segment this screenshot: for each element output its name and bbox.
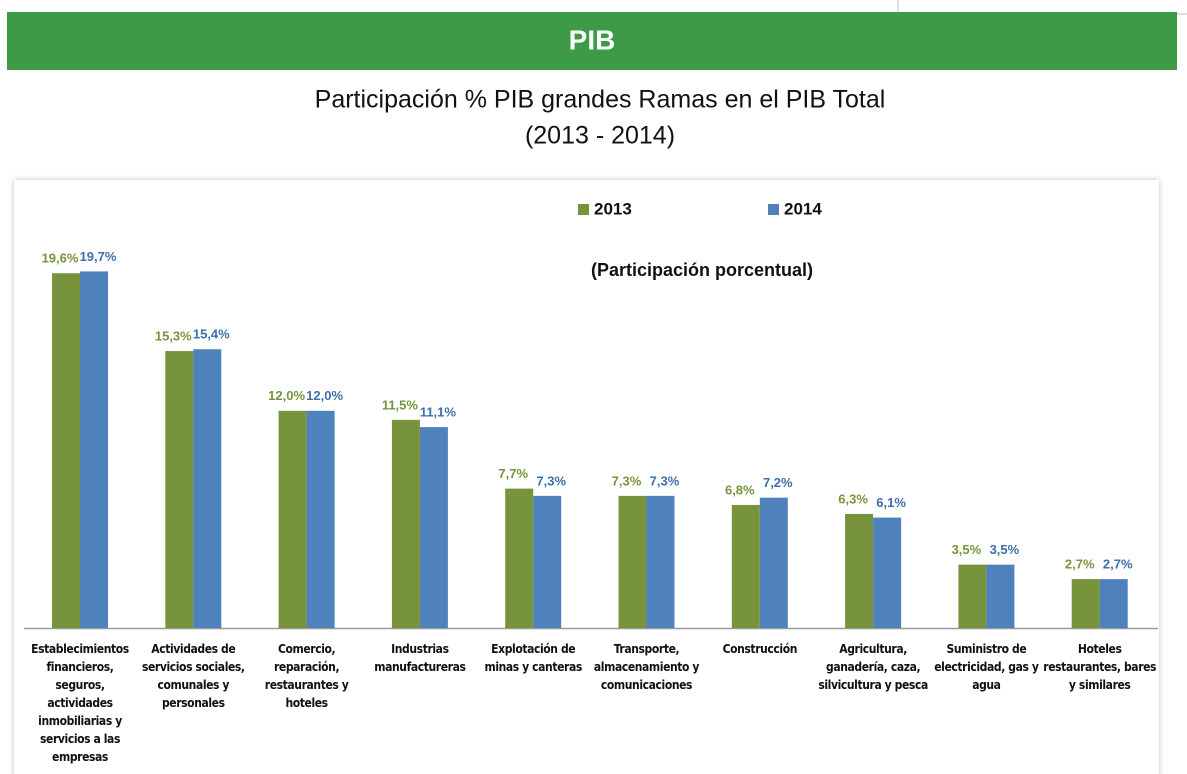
value-label: 7,3% <box>650 473 680 488</box>
bar <box>845 513 874 628</box>
bar <box>165 351 194 628</box>
bar <box>505 488 534 628</box>
x-tick-label: Transporte, almacenamiento y comunicacio… <box>593 642 700 692</box>
x-tick-label: Construcción <box>722 642 798 656</box>
bar <box>278 410 307 628</box>
x-tick-label: Industrias manufactureras <box>374 642 466 674</box>
bar <box>986 564 1015 628</box>
legend-swatch <box>578 204 589 215</box>
header-bar <box>7 12 1177 70</box>
legend-swatch <box>768 204 779 215</box>
chart-title: Participación % PIB grandes Ramas en el … <box>315 86 886 114</box>
value-label: 19,6% <box>42 251 79 266</box>
bar <box>1099 579 1128 628</box>
legend-label: 2013 <box>594 199 632 218</box>
bar <box>419 427 448 628</box>
bar <box>391 419 420 628</box>
value-label: 12,0% <box>306 388 343 403</box>
x-tick-label: Establecimientos financieros, seguros, a… <box>31 642 129 764</box>
value-label: 15,3% <box>155 329 192 344</box>
value-label: 19,7% <box>80 249 117 264</box>
value-label: 6,8% <box>725 482 755 497</box>
value-label: 15,4% <box>193 327 230 342</box>
bar <box>1071 579 1100 628</box>
x-tick-label: Hoteles restaurantes, bares y similares <box>1043 642 1157 692</box>
value-label: 7,2% <box>763 475 793 490</box>
chart-subtitle: (2013 - 2014) <box>525 122 675 150</box>
x-tick-label: Explotación de minas y canteras <box>484 642 582 674</box>
bar <box>731 504 760 628</box>
bar <box>193 349 222 628</box>
annotation: (Participación porcentual) <box>591 260 813 280</box>
bar <box>533 495 562 628</box>
x-tick-label: Comercio, reparación, restaurantes y hot… <box>264 642 349 710</box>
value-label: 12,0% <box>268 388 305 403</box>
bar <box>958 564 987 628</box>
value-label: 11,5% <box>382 397 419 412</box>
bar <box>618 495 647 628</box>
x-tick-label: Agricultura, ganadería, caza, silvicultu… <box>818 642 928 692</box>
value-label: 7,3% <box>612 473 642 488</box>
value-label: 7,7% <box>498 466 528 481</box>
value-label: 2,7% <box>1065 557 1095 572</box>
bar <box>306 410 335 628</box>
value-label: 6,1% <box>876 495 906 510</box>
value-label: 3,5% <box>990 542 1020 557</box>
x-tick-label: Suministro de electricidad, gas y agua <box>934 642 1039 692</box>
bar <box>52 273 80 628</box>
bar <box>873 517 902 628</box>
value-label: 11,1% <box>420 405 457 420</box>
value-label: 3,5% <box>952 542 982 557</box>
overlay-window <box>897 0 1187 15</box>
header-title: PIB <box>569 24 616 55</box>
value-label: 7,3% <box>536 473 566 488</box>
bar <box>80 271 108 628</box>
x-tick-label: Actividades de servicios sociales, comun… <box>141 642 245 710</box>
value-label: 2,7% <box>1103 557 1133 572</box>
bar <box>646 495 675 628</box>
legend-label: 2014 <box>784 199 822 218</box>
value-label: 6,3% <box>838 491 868 506</box>
bar <box>759 497 788 628</box>
